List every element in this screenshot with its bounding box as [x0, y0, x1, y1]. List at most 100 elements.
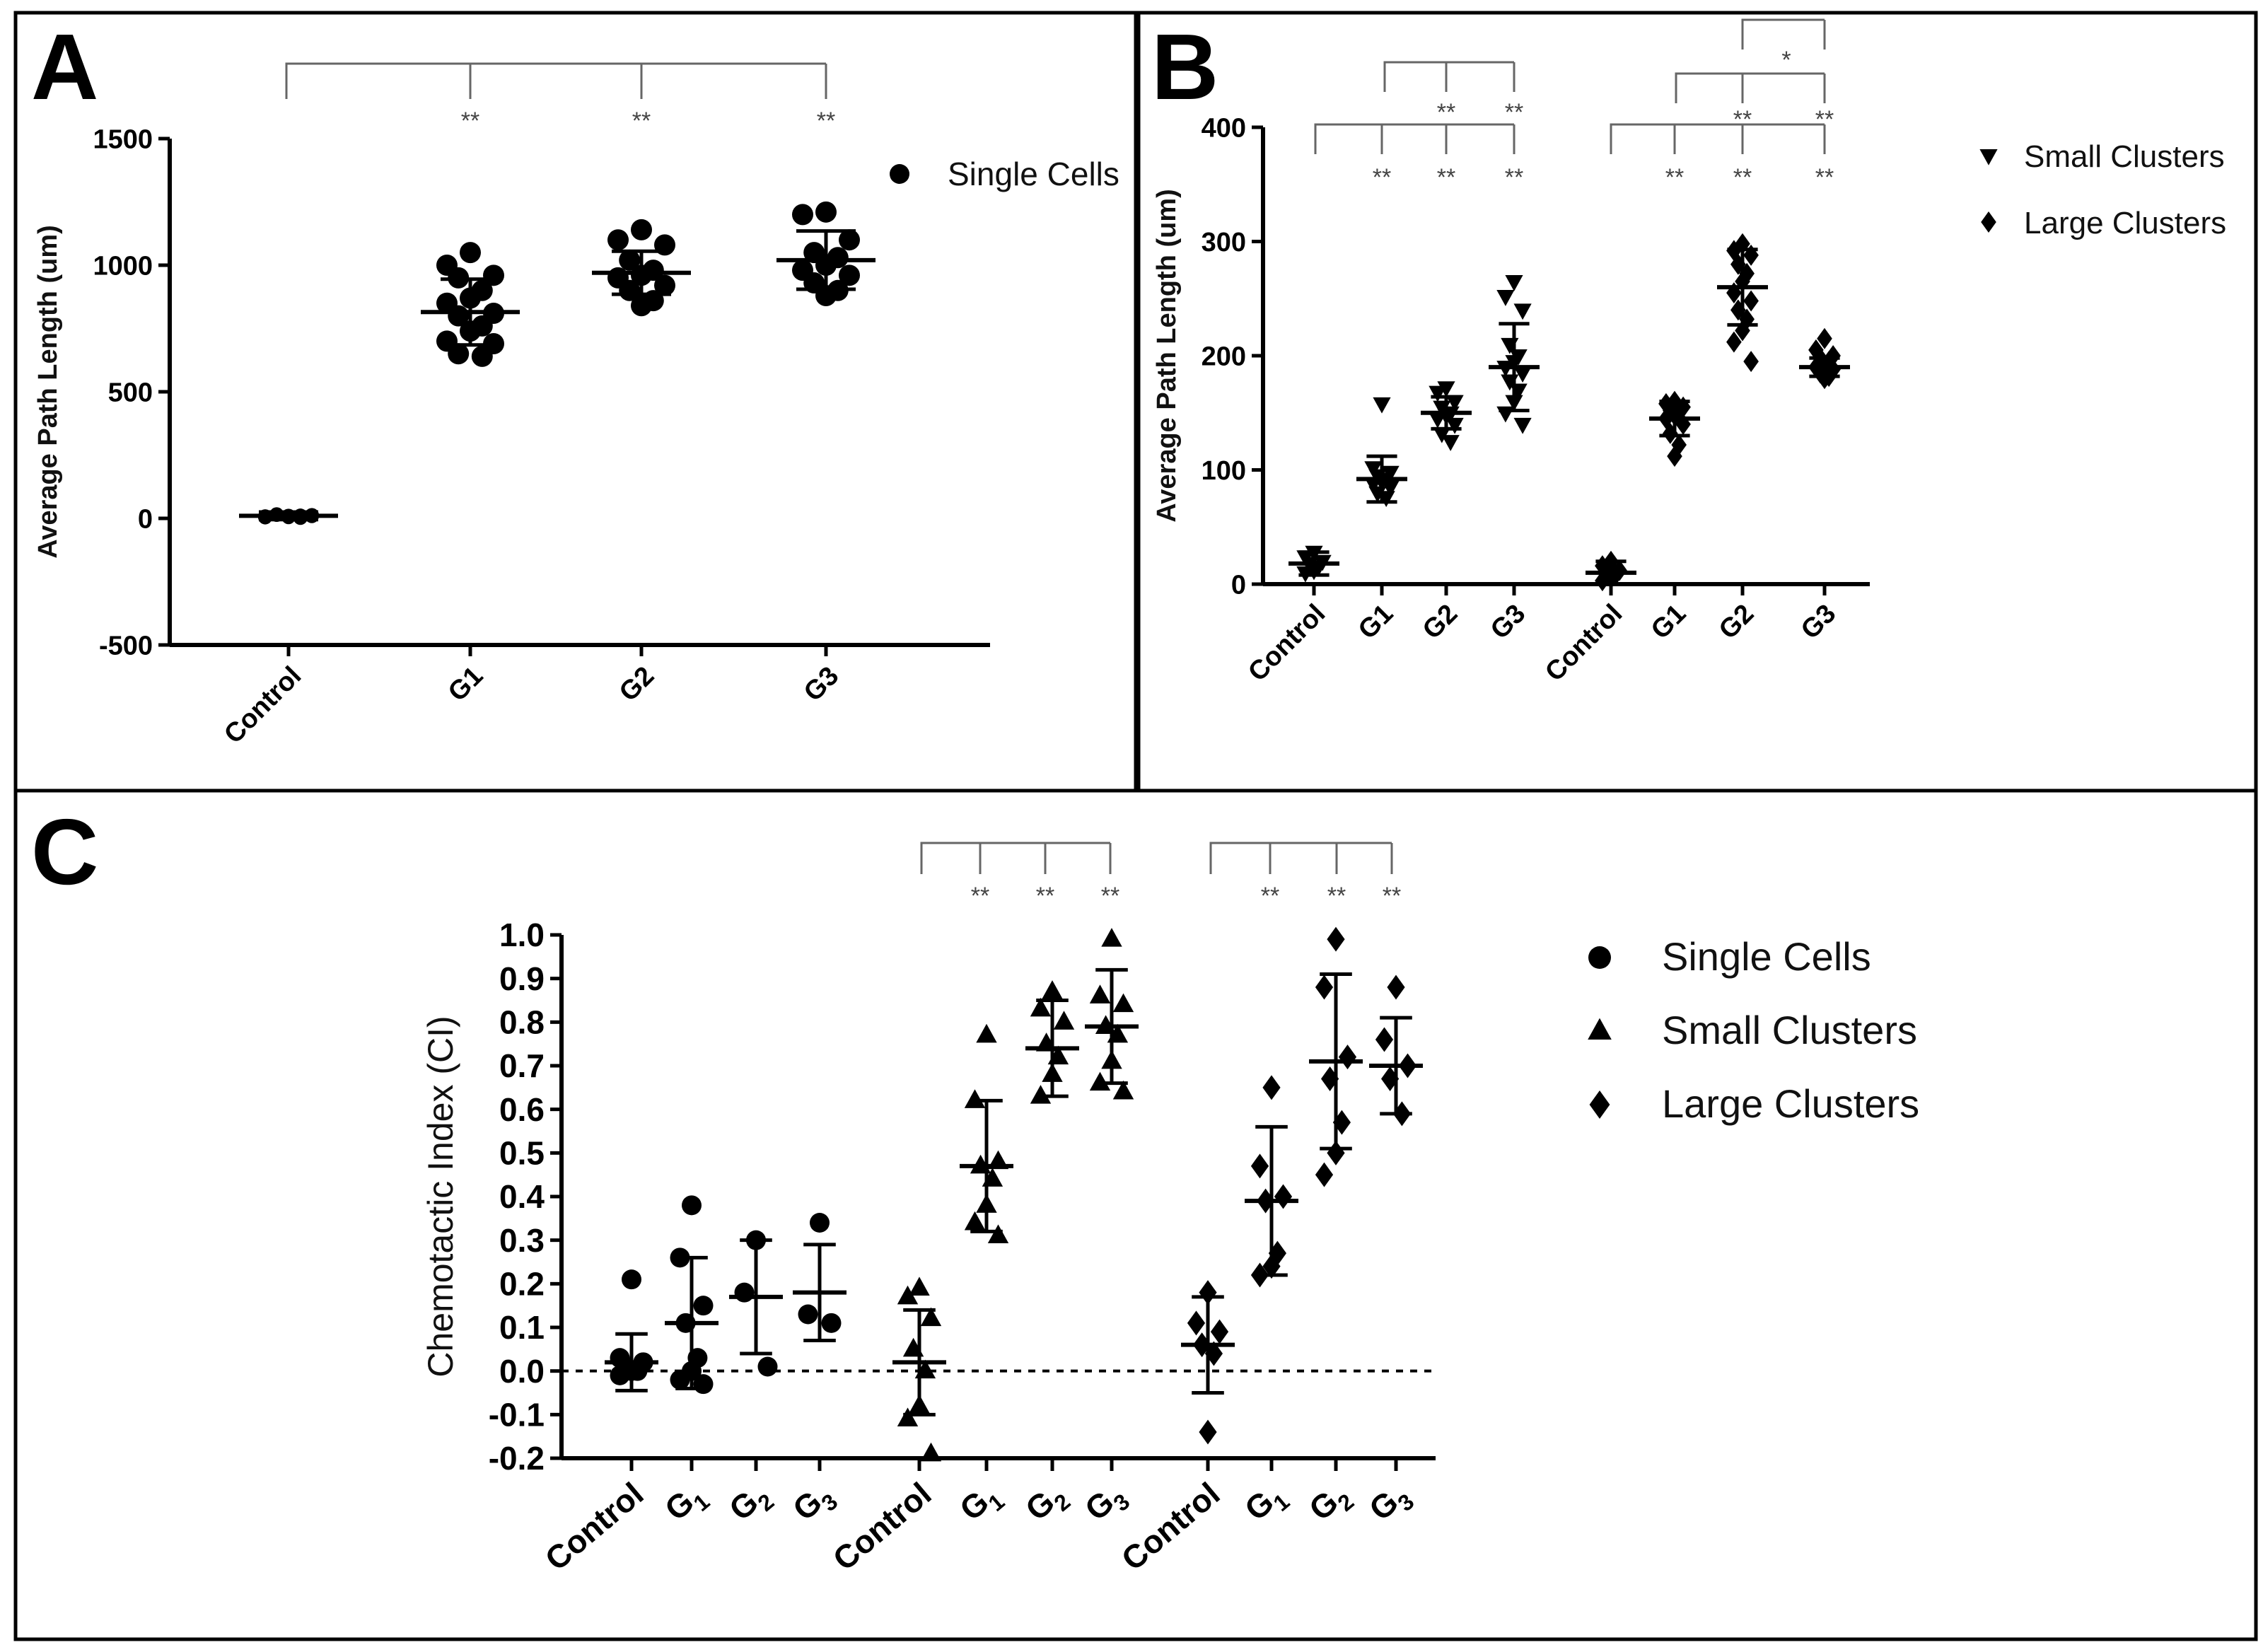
large-clusters-g2-point — [1743, 290, 1759, 312]
y-tick-label: 0.9 — [499, 960, 545, 997]
single-cells-g2-point — [631, 295, 652, 317]
panel-b-letter: B — [1151, 15, 1218, 119]
significance-stars: ** — [1437, 164, 1455, 191]
significance-stars: ** — [1327, 883, 1346, 909]
single-cells-group-2-point — [757, 1356, 778, 1377]
small-clusters-group-3-point — [1089, 1071, 1111, 1091]
large-control-bracket — [1610, 123, 1825, 154]
category-label: Control — [826, 1475, 938, 1578]
category-label: G1 — [953, 1475, 1009, 1532]
category-label-text: G — [953, 1483, 996, 1528]
large-clusters-group-0-point — [1210, 1319, 1229, 1344]
category-label: G2 — [1417, 599, 1464, 646]
small-clusters-group-1-point — [976, 1023, 997, 1043]
y-axis-label: Chemotactic Index (CI) — [421, 1016, 460, 1377]
category-label: G1 — [1353, 599, 1400, 646]
small-clusters-group-2-point — [1053, 1011, 1075, 1030]
legend-small-clusters-label: Small Clusters — [2024, 139, 2225, 174]
single-cells-g1-point — [448, 343, 470, 365]
panel-c-chart: -0.2 -0.1 0.0 0.1 0.2 0.3 0.4 0.5 0.6 0.7 0.8 0.9 1.… — [421, 842, 1919, 1578]
significance-stars: ** — [1733, 164, 1752, 191]
y-tick-label: 500 — [108, 378, 153, 407]
category-label: G2 — [1018, 1475, 1075, 1532]
small-clusters-g3-point — [1513, 366, 1532, 383]
significance-stars: ** — [1815, 164, 1834, 191]
small-clusters-group-3-point — [1089, 984, 1111, 1004]
large-clusters-group-1-point — [1262, 1075, 1281, 1100]
category-label-text: G — [1362, 1483, 1405, 1528]
y-tick-label: 0.6 — [499, 1091, 545, 1128]
single-cells-group-0-point — [610, 1365, 630, 1385]
single-cells-g2-point — [619, 249, 641, 271]
category-label-text: G — [1238, 1483, 1281, 1528]
y-tick-label: 1.0 — [499, 917, 545, 953]
small-clusters-g2-point — [1445, 417, 1464, 434]
small-clusters-group-1-point — [987, 1224, 1009, 1243]
category-label: Control — [538, 1475, 651, 1578]
legend-small-clusters-marker — [1979, 149, 1998, 165]
single-cells-g1-point — [471, 345, 493, 367]
y-axis-label: Average Path Length (um) — [1152, 189, 1182, 523]
large-clusters-group-3-point — [1375, 1027, 1394, 1052]
small-clusters-group-0-point — [920, 1307, 942, 1327]
y-tick-label: 0 — [1231, 570, 1246, 600]
legend-large-clusters-marker — [1589, 1090, 1610, 1119]
category-label: G2 — [1714, 599, 1760, 646]
significance-stars: ** — [1036, 883, 1054, 909]
significance-stars: ** — [1437, 99, 1455, 126]
legend-single-cells-label: Single Cells — [1662, 934, 1871, 979]
y-tick-label: 0.7 — [499, 1047, 545, 1084]
small-clusters-g2-point — [1445, 395, 1464, 412]
panel-b-frame — [1136, 11, 2258, 793]
panel-a-letter: A — [31, 15, 98, 119]
significance-stars: ** — [1505, 99, 1523, 126]
y-tick-label: 100 — [1202, 456, 1246, 486]
y-tick-label: 400 — [1202, 113, 1246, 143]
large-clusters-bracket — [1209, 842, 1392, 874]
significance-stars: ** — [1101, 883, 1119, 909]
single-cells-g2-point — [607, 229, 629, 251]
small-clusters-group-0-point — [897, 1407, 919, 1426]
category-label: G1 — [1238, 1475, 1294, 1532]
significance-stars: ** — [817, 107, 835, 134]
y-tick-label: 200 — [1202, 342, 1246, 371]
y-tick-label: 300 — [1202, 228, 1246, 257]
significance-stars: ** — [1373, 164, 1391, 191]
small-clusters-group-1-point — [964, 1089, 986, 1108]
legend-large-clusters-marker — [1981, 211, 1996, 233]
small-clusters-group-2-point — [1030, 1085, 1052, 1104]
category-label: G2 — [722, 1475, 779, 1532]
category-label: G1 — [658, 1475, 714, 1532]
category-label-text: G — [722, 1483, 765, 1528]
significance-bracket — [285, 62, 826, 99]
single-cells-group-1-point — [682, 1195, 702, 1216]
panel-c-letter: C — [31, 800, 98, 904]
large-clusters-g1-point — [1658, 392, 1674, 414]
y-tick-label: 0.2 — [499, 1265, 545, 1302]
category-label: G3 — [1485, 599, 1532, 646]
small-clusters-group-3-point — [1112, 993, 1134, 1013]
large-clusters-group-0-point — [1199, 1419, 1217, 1445]
significance-stars: ** — [971, 883, 989, 909]
y-tick-label: -0.1 — [489, 1396, 545, 1433]
small-clusters-g3-point — [1496, 290, 1515, 306]
significance-stars: ** — [1733, 106, 1752, 133]
significance-star: * — [1781, 47, 1791, 74]
legend-large-clusters-label: Large Clusters — [1662, 1081, 1919, 1126]
single-cells-group-1-point — [693, 1374, 714, 1395]
category-label-text: G — [658, 1483, 701, 1528]
large-clusters-g3-point — [1825, 345, 1841, 366]
panel-a-frame — [13, 11, 1138, 793]
significance-stars: ** — [632, 107, 651, 134]
category-label: G3 — [1078, 1475, 1134, 1532]
large-clusters-group-3-point — [1387, 975, 1405, 1000]
category-label-text: G — [1018, 1483, 1061, 1528]
legend-single-cells-marker — [1588, 946, 1611, 969]
category-label-text: G — [1302, 1483, 1345, 1528]
single-cells-g1-point — [460, 242, 481, 264]
category-label-text: Control — [826, 1475, 938, 1578]
significance-stars: ** — [461, 107, 479, 134]
single-cells-group-1-point — [670, 1370, 690, 1390]
small-clusters-group-0-point — [897, 1285, 919, 1305]
